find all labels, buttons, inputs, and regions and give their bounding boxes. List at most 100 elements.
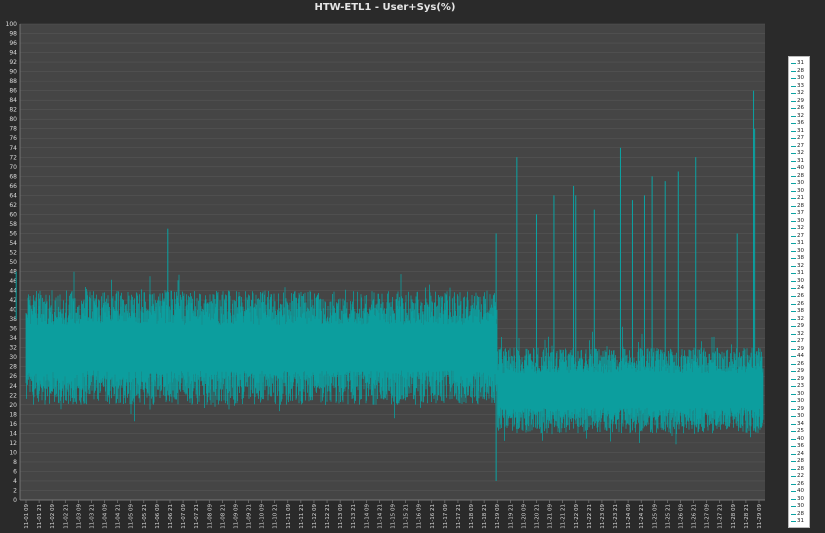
x-tick-label: 11-19 09 bbox=[495, 504, 501, 529]
y-tick-label: 26 bbox=[9, 373, 17, 380]
x-tick-label: 11-02 09 bbox=[50, 504, 56, 529]
x-tick-label: 11-14 21 bbox=[377, 504, 383, 529]
legend-item: 32 bbox=[791, 316, 809, 323]
x-tick-label: 11-25 21 bbox=[665, 504, 671, 529]
legend-item: 26 bbox=[791, 481, 809, 488]
y-tick-label: 86 bbox=[9, 88, 17, 95]
legend-swatch bbox=[791, 386, 796, 388]
legend-label: 40 bbox=[797, 165, 804, 172]
x-tick-label: 11-12 09 bbox=[312, 504, 318, 529]
legend-label: 36 bbox=[797, 443, 804, 450]
y-tick-label: 62 bbox=[9, 202, 17, 209]
y-tick-label: 20 bbox=[9, 402, 17, 409]
y-tick-label: 92 bbox=[9, 59, 17, 66]
legend-item: 26 bbox=[791, 105, 809, 112]
legend-swatch bbox=[791, 521, 796, 523]
legend-label: 30 bbox=[797, 180, 804, 187]
legend-swatch bbox=[791, 205, 796, 207]
legend-item: 36 bbox=[791, 443, 809, 450]
x-tick-label: 11-25 09 bbox=[652, 504, 658, 529]
legend-label: 30 bbox=[797, 217, 804, 224]
legend-swatch bbox=[791, 438, 796, 440]
x-tick-label: 11-18 09 bbox=[469, 504, 475, 529]
legend-label: 29 bbox=[797, 323, 804, 330]
x-tick-label: 11-28 09 bbox=[731, 504, 737, 529]
x-tick-label: 11-05 21 bbox=[142, 504, 148, 529]
legend-item: 30 bbox=[791, 391, 809, 398]
legend-label: 29 bbox=[797, 368, 804, 375]
y-tick-label: 58 bbox=[9, 221, 17, 228]
legend-label: 31 bbox=[797, 157, 804, 164]
legend-label: 31 bbox=[797, 518, 804, 525]
y-tick-label: 54 bbox=[9, 240, 17, 247]
legend-swatch bbox=[791, 371, 796, 373]
y-tick-label: 82 bbox=[9, 107, 17, 114]
x-tick-label: 11-24 21 bbox=[639, 504, 645, 529]
legend-item: 28 bbox=[791, 511, 809, 518]
legend-swatch bbox=[791, 250, 796, 252]
x-tick-label: 11-09 09 bbox=[233, 504, 239, 529]
legend-item: 31 bbox=[791, 518, 809, 525]
legend-label: 30 bbox=[797, 503, 804, 510]
legend-label: 23 bbox=[797, 383, 804, 390]
legend-item: 25 bbox=[791, 428, 809, 435]
y-tick-label: 32 bbox=[9, 345, 17, 352]
legend-label: 44 bbox=[797, 353, 804, 360]
x-tick-label: 11-22 21 bbox=[587, 504, 593, 529]
x-tick-label: 11-05 09 bbox=[129, 504, 135, 529]
legend-swatch bbox=[791, 63, 796, 64]
legend-item: 28 bbox=[791, 458, 809, 465]
legend-label: 32 bbox=[797, 112, 804, 119]
y-tick-label: 96 bbox=[9, 40, 17, 47]
legend-item: 40 bbox=[791, 436, 809, 443]
legend-item: 21 bbox=[791, 195, 809, 202]
legend-item: 32 bbox=[791, 263, 809, 270]
legend-item: 23 bbox=[791, 383, 809, 390]
legend-item: 26 bbox=[791, 361, 809, 368]
legend-item: 32 bbox=[791, 113, 809, 120]
legend-item: 34 bbox=[791, 421, 809, 428]
legend-item: 26 bbox=[791, 293, 809, 300]
x-tick-label: 11-23 09 bbox=[600, 504, 606, 529]
legend-item: 28 bbox=[791, 466, 809, 473]
legend-label: 29 bbox=[797, 345, 804, 352]
x-tick-label: 11-22 09 bbox=[574, 504, 580, 529]
legend-label: 37 bbox=[797, 210, 804, 217]
legend-swatch bbox=[791, 228, 796, 230]
legend-swatch bbox=[791, 311, 796, 313]
legend-swatch bbox=[791, 108, 796, 110]
legend-swatch bbox=[791, 168, 796, 170]
legend-item: 24 bbox=[791, 285, 809, 292]
legend-swatch bbox=[791, 401, 796, 403]
y-tick-label: 50 bbox=[9, 259, 17, 266]
legend-item: 30 bbox=[791, 188, 809, 195]
legend-item: 30 bbox=[791, 180, 809, 187]
legend-item: 29 bbox=[791, 346, 809, 353]
legend-label: 28 bbox=[797, 510, 804, 517]
legend-label: 27 bbox=[797, 338, 804, 345]
legend-swatch bbox=[791, 483, 796, 485]
legend-label: 32 bbox=[797, 225, 804, 232]
legend-swatch bbox=[791, 333, 796, 335]
x-tick-label: 11-08 21 bbox=[220, 504, 226, 529]
legend-label: 28 bbox=[797, 458, 804, 465]
legend-swatch bbox=[791, 303, 796, 305]
x-tick-label: 11-16 09 bbox=[417, 504, 423, 529]
legend-label: 27 bbox=[797, 232, 804, 239]
legend-swatch bbox=[791, 363, 796, 365]
legend-label: 24 bbox=[797, 450, 804, 457]
legend-swatch bbox=[791, 453, 796, 455]
legend-item: 30 bbox=[791, 75, 809, 82]
legend-label: 32 bbox=[797, 150, 804, 157]
legend-label: 25 bbox=[797, 428, 804, 435]
legend-label: 27 bbox=[797, 142, 804, 149]
y-tick-label: 90 bbox=[9, 69, 17, 76]
y-tick-label: 8 bbox=[13, 459, 17, 466]
y-tick-label: 52 bbox=[9, 249, 17, 256]
x-tick-label: 11-21 09 bbox=[548, 504, 554, 529]
legend-label: 30 bbox=[797, 398, 804, 405]
y-tick-label: 98 bbox=[9, 31, 17, 38]
legend-swatch bbox=[791, 393, 796, 395]
legend-label: 40 bbox=[797, 488, 804, 495]
